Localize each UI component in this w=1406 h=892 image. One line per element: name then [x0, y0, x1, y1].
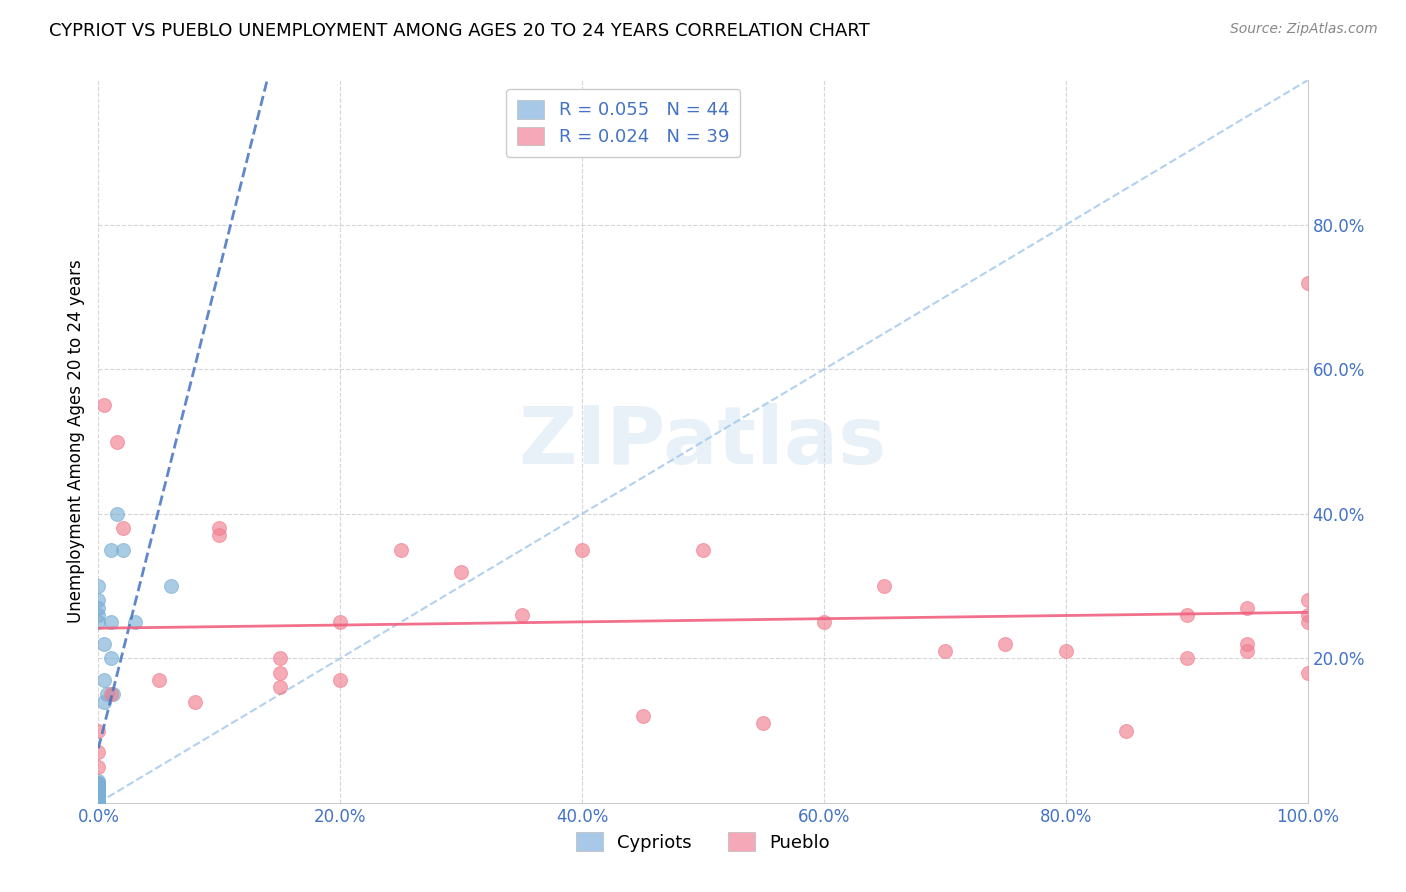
Point [450, 565, 472, 579]
Point [87, 786, 110, 800]
Point [87, 792, 110, 806]
Point [87, 796, 110, 810]
Point [87, 783, 110, 797]
Point [87, 774, 110, 789]
Point [329, 615, 352, 630]
Point [96, 687, 118, 701]
Point [87, 796, 110, 810]
Point [1296, 593, 1319, 607]
Point [87, 775, 110, 789]
Point [100, 542, 122, 557]
Point [87, 796, 110, 810]
Point [1296, 276, 1319, 290]
Point [934, 644, 956, 658]
Point [87, 796, 110, 810]
Point [93, 398, 115, 412]
Point [124, 615, 146, 630]
Point [101, 687, 124, 701]
Point [1236, 600, 1258, 615]
Point [1296, 607, 1319, 622]
Point [100, 651, 122, 665]
Point [752, 716, 775, 731]
Point [87, 787, 110, 801]
Point [87, 615, 110, 630]
Point [93, 673, 115, 687]
Point [269, 665, 291, 680]
Point [571, 542, 593, 557]
Point [208, 528, 231, 542]
Point [87, 790, 110, 805]
Point [105, 507, 128, 521]
Point [873, 579, 896, 593]
Point [1175, 607, 1198, 622]
Point [105, 434, 128, 449]
Point [100, 615, 122, 630]
Point [87, 796, 110, 810]
Point [87, 785, 110, 799]
Point [87, 785, 110, 799]
Point [87, 607, 110, 622]
Point [87, 785, 110, 799]
Text: ZIPatlas: ZIPatlas [519, 402, 887, 481]
Point [87, 789, 110, 803]
Point [184, 695, 207, 709]
Point [87, 790, 110, 805]
Point [87, 781, 110, 796]
Point [148, 673, 170, 687]
Point [160, 579, 183, 593]
Text: Source: ZipAtlas.com: Source: ZipAtlas.com [1230, 22, 1378, 37]
Point [1236, 637, 1258, 651]
Point [1296, 615, 1319, 630]
Point [692, 542, 714, 557]
Point [87, 796, 110, 810]
Point [87, 778, 110, 792]
Point [1115, 723, 1137, 738]
Point [87, 789, 110, 803]
Point [1296, 665, 1319, 680]
Point [1054, 644, 1077, 658]
Point [87, 796, 110, 810]
Point [111, 542, 134, 557]
Y-axis label: Unemployment Among Ages 20 to 24 years: Unemployment Among Ages 20 to 24 years [66, 260, 84, 624]
Point [208, 521, 231, 535]
Point [100, 687, 122, 701]
Point [510, 607, 533, 622]
Point [111, 521, 134, 535]
Point [87, 723, 110, 738]
Point [87, 593, 110, 607]
Point [813, 615, 835, 630]
Point [87, 781, 110, 796]
Point [87, 796, 110, 810]
Point [1236, 644, 1258, 658]
Point [87, 745, 110, 759]
Point [1175, 651, 1198, 665]
Point [93, 637, 115, 651]
Point [87, 600, 110, 615]
Point [631, 709, 654, 723]
Point [87, 796, 110, 810]
Point [389, 542, 412, 557]
Point [93, 695, 115, 709]
Point [87, 789, 110, 803]
Legend: Cypriots, Pueblo: Cypriots, Pueblo [568, 825, 838, 859]
Point [269, 651, 291, 665]
Point [269, 680, 291, 694]
Point [329, 673, 352, 687]
Point [994, 637, 1017, 651]
Point [87, 776, 110, 790]
Point [87, 579, 110, 593]
Text: CYPRIOT VS PUEBLO UNEMPLOYMENT AMONG AGES 20 TO 24 YEARS CORRELATION CHART: CYPRIOT VS PUEBLO UNEMPLOYMENT AMONG AGE… [49, 22, 870, 40]
Point [87, 760, 110, 774]
